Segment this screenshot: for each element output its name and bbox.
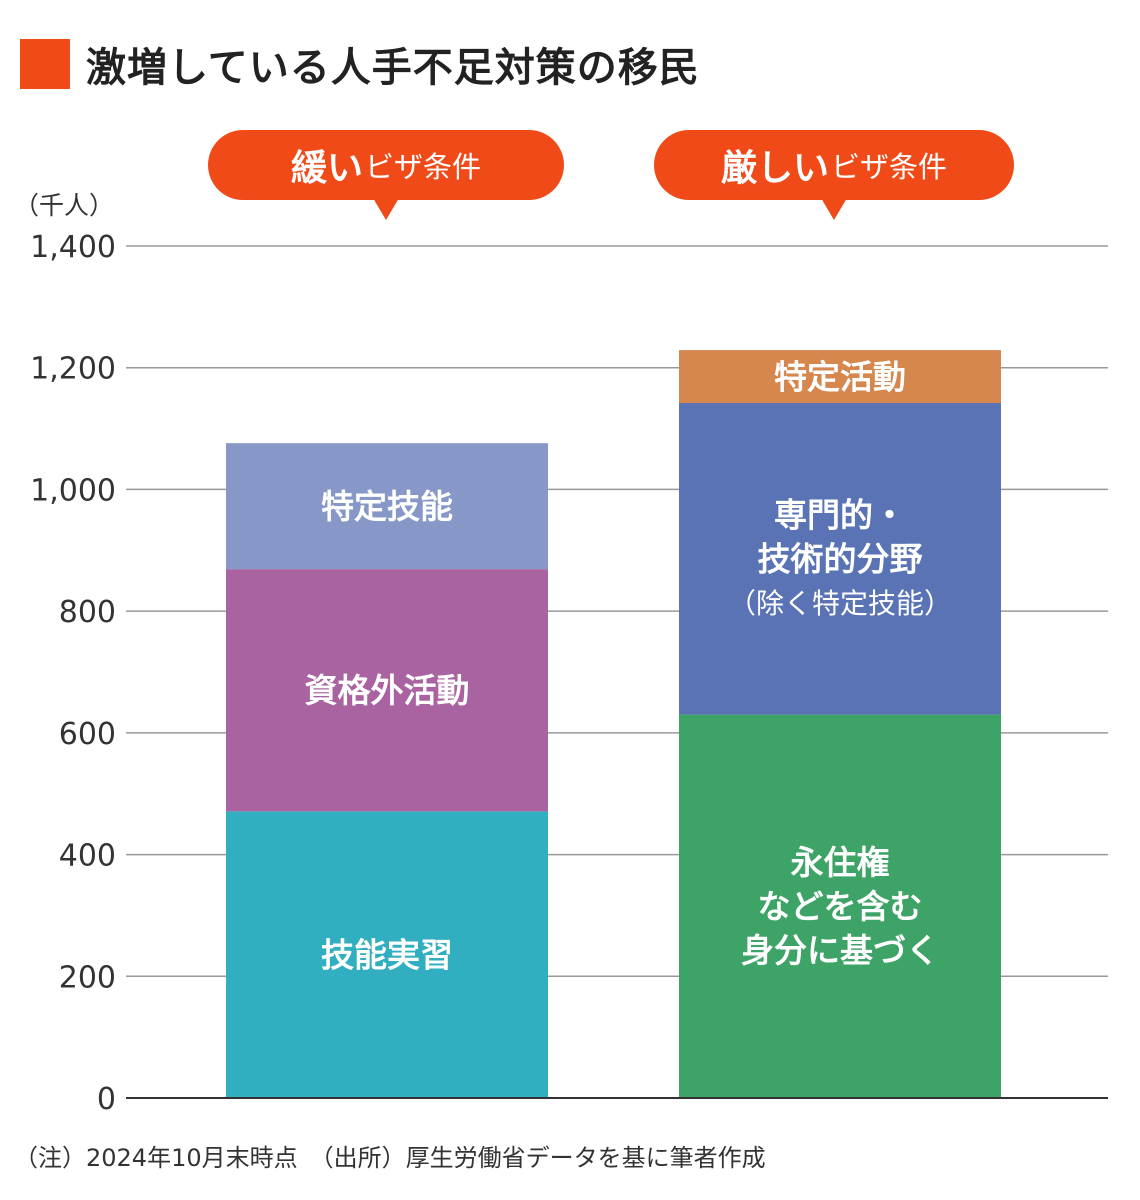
bar-segment <box>679 350 1001 404</box>
bar-segment-label: （除く特定技能） <box>728 587 952 620</box>
y-tick-label: 600 <box>59 717 116 752</box>
y-tick-label: 1,400 <box>30 230 116 265</box>
callout-strict-pointer <box>821 198 847 220</box>
footnote: （注）2024年10月末時点 （出所）厚生労働省データを基に筆者作成 <box>14 1144 766 1172</box>
bar-segment-label: 技術的分野 <box>758 540 923 579</box>
bar-segment <box>679 403 1001 715</box>
bar-segment-label: 身分に基づく <box>741 931 939 970</box>
bar-segment-label: 専門的・ <box>774 496 906 535</box>
y-tick-label: 200 <box>59 960 116 995</box>
y-tick-label: 1,000 <box>30 473 116 508</box>
bar-segment <box>679 714 1001 1098</box>
bar-segment-label: 特定活動 <box>774 357 906 396</box>
bar-segment-label: 永住権 <box>791 843 890 882</box>
bar-segment <box>226 569 548 812</box>
chart-title: 激増している人手不足対策の移民 <box>86 45 700 91</box>
chart-title-block: 激増している人手不足対策の移民 <box>20 36 700 92</box>
bar-segment-label: 資格外活動 <box>305 671 470 710</box>
bar-segment-label: 特定技能 <box>321 487 453 526</box>
callout-loose-pointer <box>373 198 399 220</box>
y-tick-label: 800 <box>59 595 116 630</box>
y-axis-unit-label: （千人） <box>14 191 115 220</box>
callout-loose-visa: 緩い ビザ条件 <box>208 130 564 220</box>
callout-strict-strong: 厳しい <box>720 148 829 189</box>
title-marker-square <box>20 39 70 89</box>
bar-segment <box>226 811 548 1098</box>
y-tick-label: 400 <box>59 839 116 874</box>
callout-loose-normal: ビザ条件 <box>365 150 482 184</box>
y-tick-label: 1,200 <box>30 352 116 387</box>
bar-segment-label: 技能実習 <box>321 936 453 975</box>
y-tick-label: 0 <box>97 1082 116 1117</box>
callout-strict-normal: ビザ条件 <box>831 150 948 184</box>
callout-loose-strong: 緩い <box>290 148 363 189</box>
bar-segment <box>226 443 548 570</box>
callout-strict-visa: 厳しい ビザ条件 <box>654 130 1014 220</box>
bar-segment-label: などを含む <box>758 887 923 926</box>
